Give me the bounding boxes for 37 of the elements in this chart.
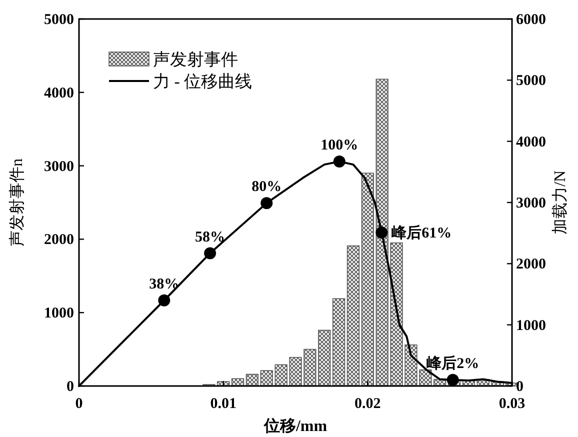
point: [204, 247, 216, 260]
annotation: 58%: [195, 229, 226, 246]
y2-tick-label: 4000: [516, 134, 546, 150]
annotation: 38%: [149, 276, 180, 292]
x-axis-title: 位移/mm: [262, 417, 328, 435]
bar: [361, 172, 374, 386]
y-tick-label: 1000: [44, 306, 74, 322]
y2-tick-label: 6000: [516, 12, 546, 28]
y-tick-label: 5000: [44, 12, 74, 28]
y-tick-label: 0: [66, 379, 74, 395]
x-tick-label: 0.03: [498, 396, 526, 412]
point: [333, 156, 346, 168]
y2-tick-label: 1000: [516, 318, 546, 334]
y2-tick-label: 2000: [516, 256, 546, 273]
y-axis-title: 声发射事件n: [8, 158, 26, 246]
y2-axis-title: 加载力/N: [551, 170, 569, 234]
point: [260, 197, 273, 210]
annotation: 100%: [320, 138, 358, 154]
x-tick-label: 0.01: [210, 396, 236, 412]
annotation: 80%: [252, 179, 282, 196]
legend-label: 声发射事件: [153, 50, 238, 69]
y2-tick-label: 5000: [516, 73, 546, 90]
y2-tick-label: 0: [516, 379, 524, 395]
bar: [246, 374, 259, 386]
bar: [332, 298, 346, 386]
point: [158, 294, 170, 306]
y-tick-label: 2000: [44, 232, 74, 248]
y2-tick-label: 3000: [516, 196, 546, 212]
point: [446, 374, 459, 386]
y-tick-label: 3000: [44, 158, 74, 175]
point: [376, 226, 388, 238]
bar: [346, 245, 360, 386]
annotation: 峰后61%: [392, 224, 452, 242]
legend-label: 力 - 位移曲线: [153, 72, 252, 91]
y-tick-label: 4000: [44, 85, 74, 102]
annotation: 峰后2%: [426, 354, 480, 372]
x-tick-label: 0.02: [354, 396, 381, 412]
